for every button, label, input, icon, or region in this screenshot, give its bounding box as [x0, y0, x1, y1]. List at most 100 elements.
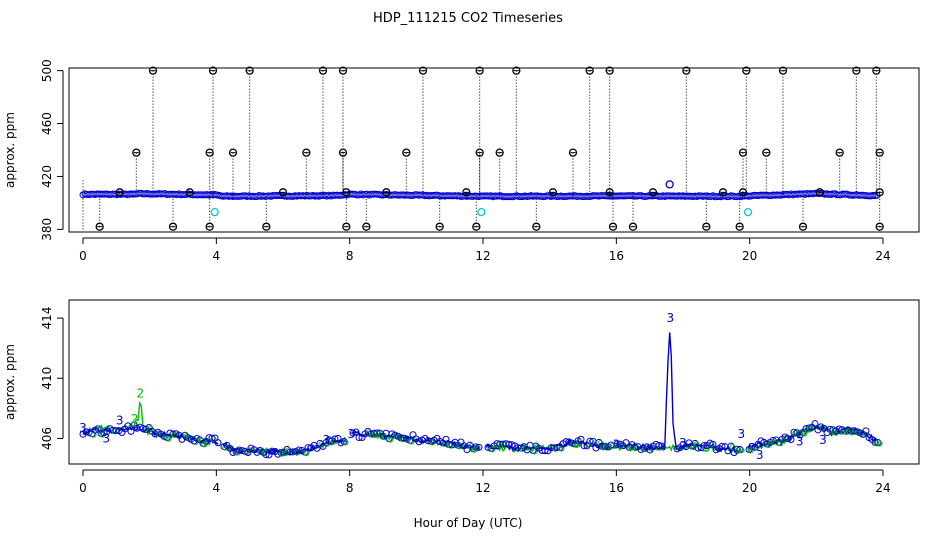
data-point-2: [396, 434, 403, 441]
data-point: [238, 447, 246, 455]
data-point: [400, 434, 408, 442]
spike-point: [605, 66, 614, 75]
data-point: [289, 448, 297, 456]
spike-point: [168, 222, 178, 231]
series-marker-label: 3: [756, 448, 764, 462]
data-point: [712, 446, 720, 454]
data-point-2: [588, 439, 595, 446]
spike-point: [302, 148, 311, 157]
outlier-point: [743, 208, 753, 217]
data-point-2: [261, 450, 268, 457]
spike-point: [738, 148, 748, 157]
x-tick-label: 4: [213, 481, 221, 495]
spike-point: [205, 222, 214, 231]
series-marker-label: 3: [79, 421, 87, 435]
data-point: [811, 420, 819, 428]
data-point-2: [702, 443, 709, 450]
data-point: [709, 440, 717, 448]
data-point-2: [99, 431, 106, 438]
data-point: [355, 434, 363, 442]
data-point-2: [840, 427, 847, 434]
spike-point: [872, 66, 881, 75]
data-point-2: [849, 429, 856, 436]
spike-point: [815, 188, 824, 197]
spike-point: [532, 222, 541, 231]
spike-point: [462, 188, 471, 197]
data-point-2: [534, 443, 541, 450]
spike-point: [402, 148, 411, 157]
spike-point: [495, 148, 504, 157]
spike-point: [682, 66, 691, 75]
data-point-2: [735, 447, 742, 454]
series-marker-label: 3: [738, 427, 746, 441]
spike-point: [185, 188, 194, 197]
spike-point: [435, 222, 444, 231]
x-tick-label: 16: [609, 249, 624, 263]
spike-point: [382, 188, 391, 197]
spike-point: [875, 222, 884, 231]
y-tick-label: 410: [40, 367, 54, 390]
spike-point: [318, 66, 328, 75]
chart-panel-top: approx. ppm 0 4 8 12 16 20 24 380 420 460 500: [3, 59, 920, 263]
x-tick-label: 0: [79, 249, 87, 263]
data-point: [304, 444, 312, 452]
data-point: [313, 444, 321, 452]
data-point-2: [171, 431, 178, 438]
spike-point: [205, 148, 214, 157]
data-point-2: [456, 443, 463, 450]
data-point-2: [498, 442, 505, 449]
outlier-point: [210, 208, 219, 217]
data-point-2: [771, 438, 778, 445]
spike-point: [718, 188, 728, 197]
series-marker-label: 3: [116, 413, 124, 427]
data-point-2: [573, 441, 580, 449]
series-marker-label: 3: [819, 433, 827, 447]
series-marker-label: 3: [323, 433, 331, 447]
data-point-2: [876, 440, 883, 447]
data-point: [214, 439, 222, 447]
data-point: [577, 435, 585, 443]
data-point-2: [807, 425, 814, 433]
data-point: [658, 442, 666, 450]
spike-point: [742, 66, 751, 75]
data-point: [442, 435, 450, 443]
data-point-2: [777, 440, 784, 447]
spike-point: [835, 148, 844, 157]
data-point: [655, 441, 663, 449]
x-tick-label: 12: [475, 249, 490, 263]
data-point-2: [552, 445, 559, 452]
series-marker-label: 2: [137, 386, 145, 400]
data-point: [835, 425, 843, 433]
spike-point: [605, 188, 614, 197]
outlier-point: [477, 208, 486, 217]
data-point: [784, 435, 792, 443]
y-tick-label: 460: [40, 112, 54, 135]
data-point-2: [738, 447, 745, 454]
y-tick-label: 406: [40, 427, 54, 450]
x-tick-label: 20: [742, 249, 757, 263]
data-point: [262, 451, 270, 459]
data-point: [862, 427, 870, 435]
x-axis-label: Hour of Day (UTC): [414, 516, 523, 530]
data-point-2: [633, 444, 640, 451]
data-point-2: [873, 440, 880, 447]
spike-point: [472, 222, 481, 231]
spike-point: [278, 188, 288, 197]
spike-point: [628, 222, 638, 231]
series-marker-label: 2: [131, 412, 139, 426]
data-point: [82, 428, 90, 436]
data-point: [694, 444, 702, 452]
data-point-2: [111, 428, 118, 435]
series-marker-label: 3: [103, 431, 111, 445]
data-point: [508, 441, 516, 449]
spike-point: [132, 148, 141, 157]
spike-point: [245, 66, 254, 75]
series-marker-label: 3: [796, 434, 804, 448]
spike-point: [585, 66, 594, 75]
data-point: [268, 447, 276, 455]
spike-point: [512, 66, 521, 75]
data-point-2: [429, 439, 436, 446]
spike-point: [115, 188, 124, 197]
y-axis-label-bottom: approx. ppm: [3, 344, 17, 420]
series-marker-label: 3: [613, 437, 621, 451]
